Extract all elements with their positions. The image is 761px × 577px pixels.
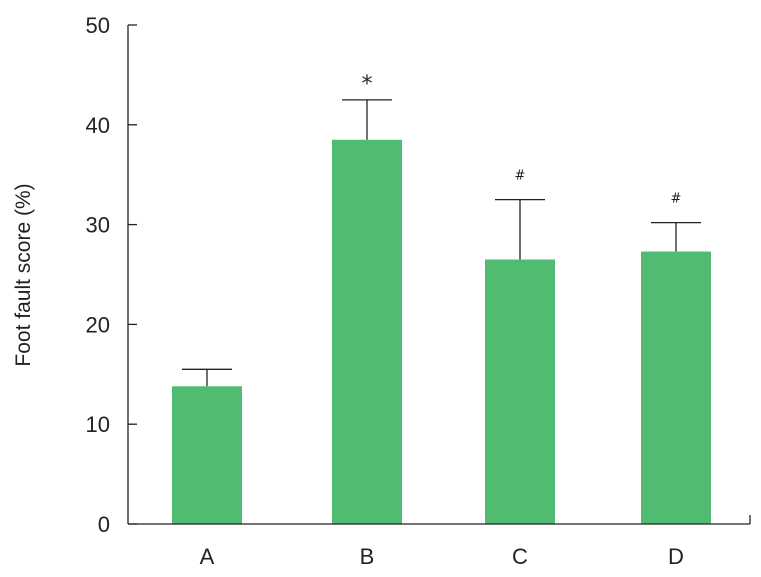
x-label-D: D	[668, 544, 684, 569]
significance-marker-B: *	[362, 72, 373, 97]
significance-marker-D: #	[671, 192, 682, 207]
x-label-A: A	[200, 544, 215, 569]
y-tick-label-20: 20	[86, 312, 110, 337]
y-tick-label-50: 50	[86, 13, 110, 38]
bar-D	[641, 251, 711, 524]
y-axis-ticks: 0 10 20 30 40 50	[86, 13, 137, 537]
y-tick-label-10: 10	[86, 412, 110, 437]
y-axis-title: Foot fault score (%)	[12, 183, 35, 366]
significance-marker-C: #	[515, 169, 526, 184]
bar-A	[172, 386, 242, 524]
y-tick-label-30: 30	[86, 213, 110, 238]
y-tick-label-0: 0	[98, 512, 110, 537]
x-label-C: C	[512, 544, 528, 569]
bar-C	[485, 259, 555, 524]
x-label-B: B	[360, 544, 375, 569]
y-tick-label-40: 40	[86, 113, 110, 138]
x-axis-labels: A B C D	[200, 544, 684, 569]
bars-layer: * # #	[172, 72, 711, 524]
bar-B	[332, 139, 402, 524]
